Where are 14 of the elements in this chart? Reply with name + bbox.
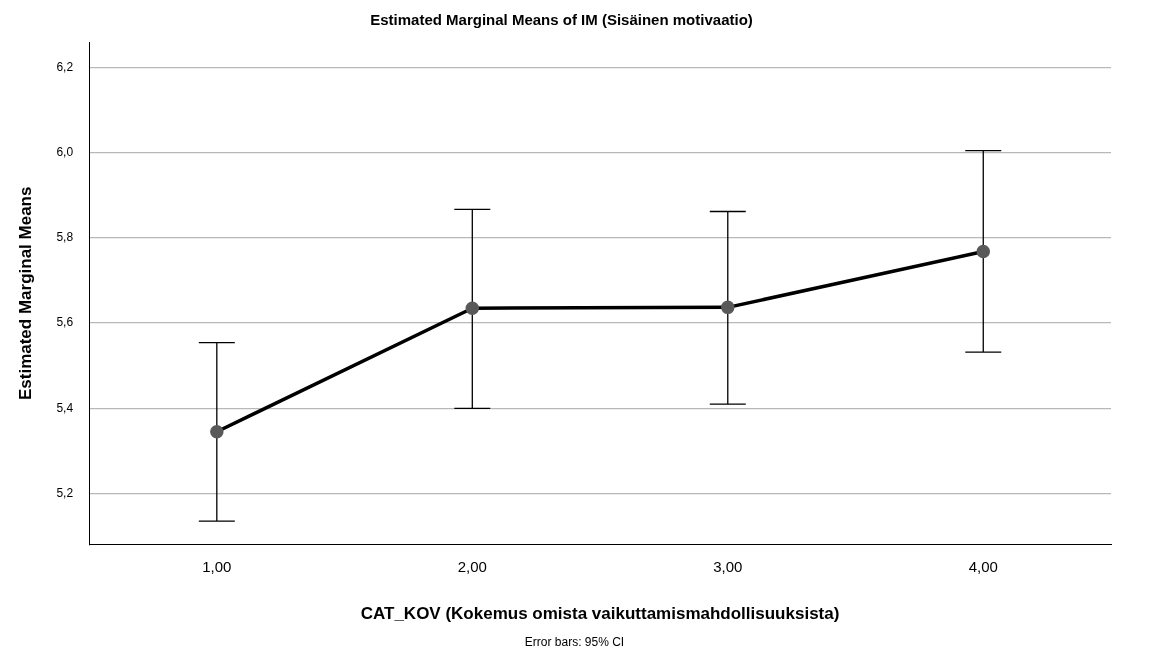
chart-title: Estimated Marginal Means of IM (Sisäinen motivaatio)	[370, 11, 753, 29]
x-tick-label: 1,00	[202, 557, 232, 575]
y-tick-label: 6,2	[56, 59, 74, 74]
y-tick-label: 5,6	[56, 315, 74, 330]
x-tick-label: 2,00	[457, 557, 487, 575]
x-tick-label: 3,00	[713, 557, 743, 575]
y-tick-label: 5,8	[56, 230, 74, 245]
x-axis-title: CAT_KOV (Kokemus omista vaikuttamismahdollisuuksista)	[360, 604, 840, 624]
y-tick-label: 6,0	[56, 145, 74, 160]
y-axis-title: Estimated Marginal Means	[15, 186, 35, 401]
x-tick-label: 4,00	[968, 557, 998, 575]
y-tick-label: 5,2	[56, 485, 74, 500]
y-tick-label: 5,4	[56, 400, 74, 415]
text: Error bars: 95% CI	[523, 635, 626, 649]
